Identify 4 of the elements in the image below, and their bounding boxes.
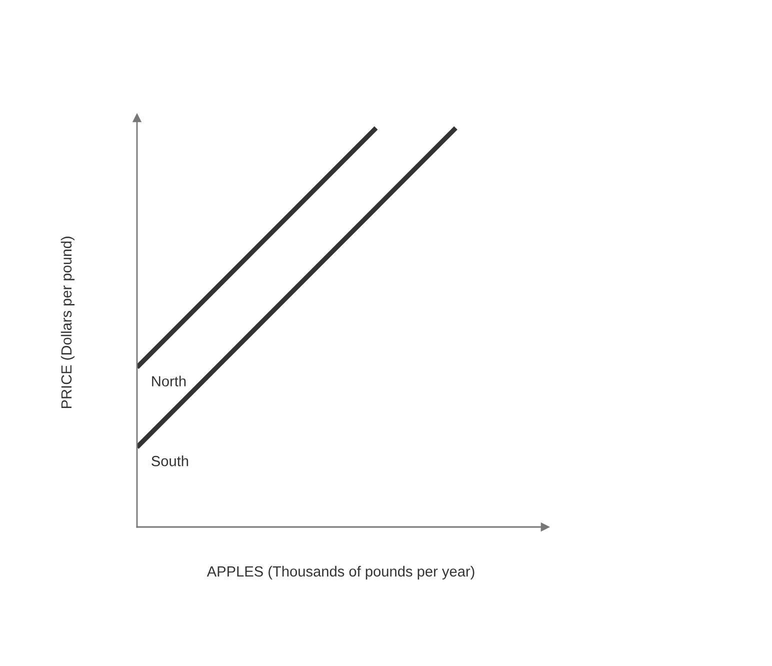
x-axis-title: APPLES (Thousands of pounds per year): [206, 566, 474, 580]
series-label: North: [152, 376, 186, 386]
series-label: South: [152, 456, 188, 466]
y-axis-title: PRICE (Dollars per pound): [60, 236, 74, 408]
